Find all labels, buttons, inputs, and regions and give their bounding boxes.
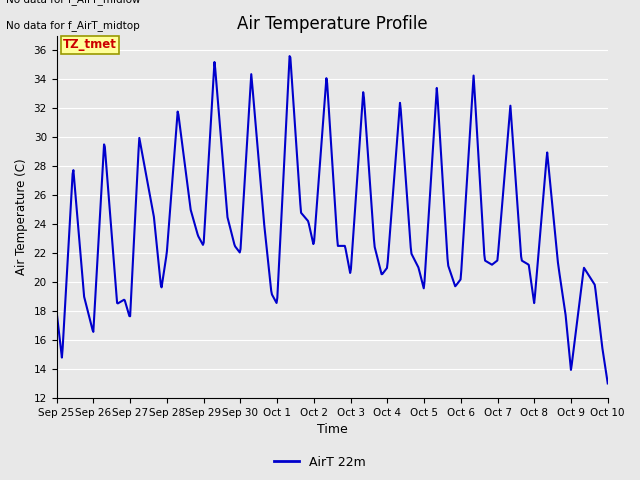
Title: Air Temperature Profile: Air Temperature Profile bbox=[237, 15, 428, 33]
Text: No data for f_AirT_midtop: No data for f_AirT_midtop bbox=[6, 20, 140, 31]
Y-axis label: Air Temperature (C): Air Temperature (C) bbox=[15, 158, 28, 275]
X-axis label: Time: Time bbox=[317, 423, 348, 436]
Legend: AirT 22m: AirT 22m bbox=[269, 451, 371, 474]
Text: No data for f_AirT_midlow: No data for f_AirT_midlow bbox=[6, 0, 141, 5]
Text: TZ_tmet: TZ_tmet bbox=[63, 38, 117, 51]
